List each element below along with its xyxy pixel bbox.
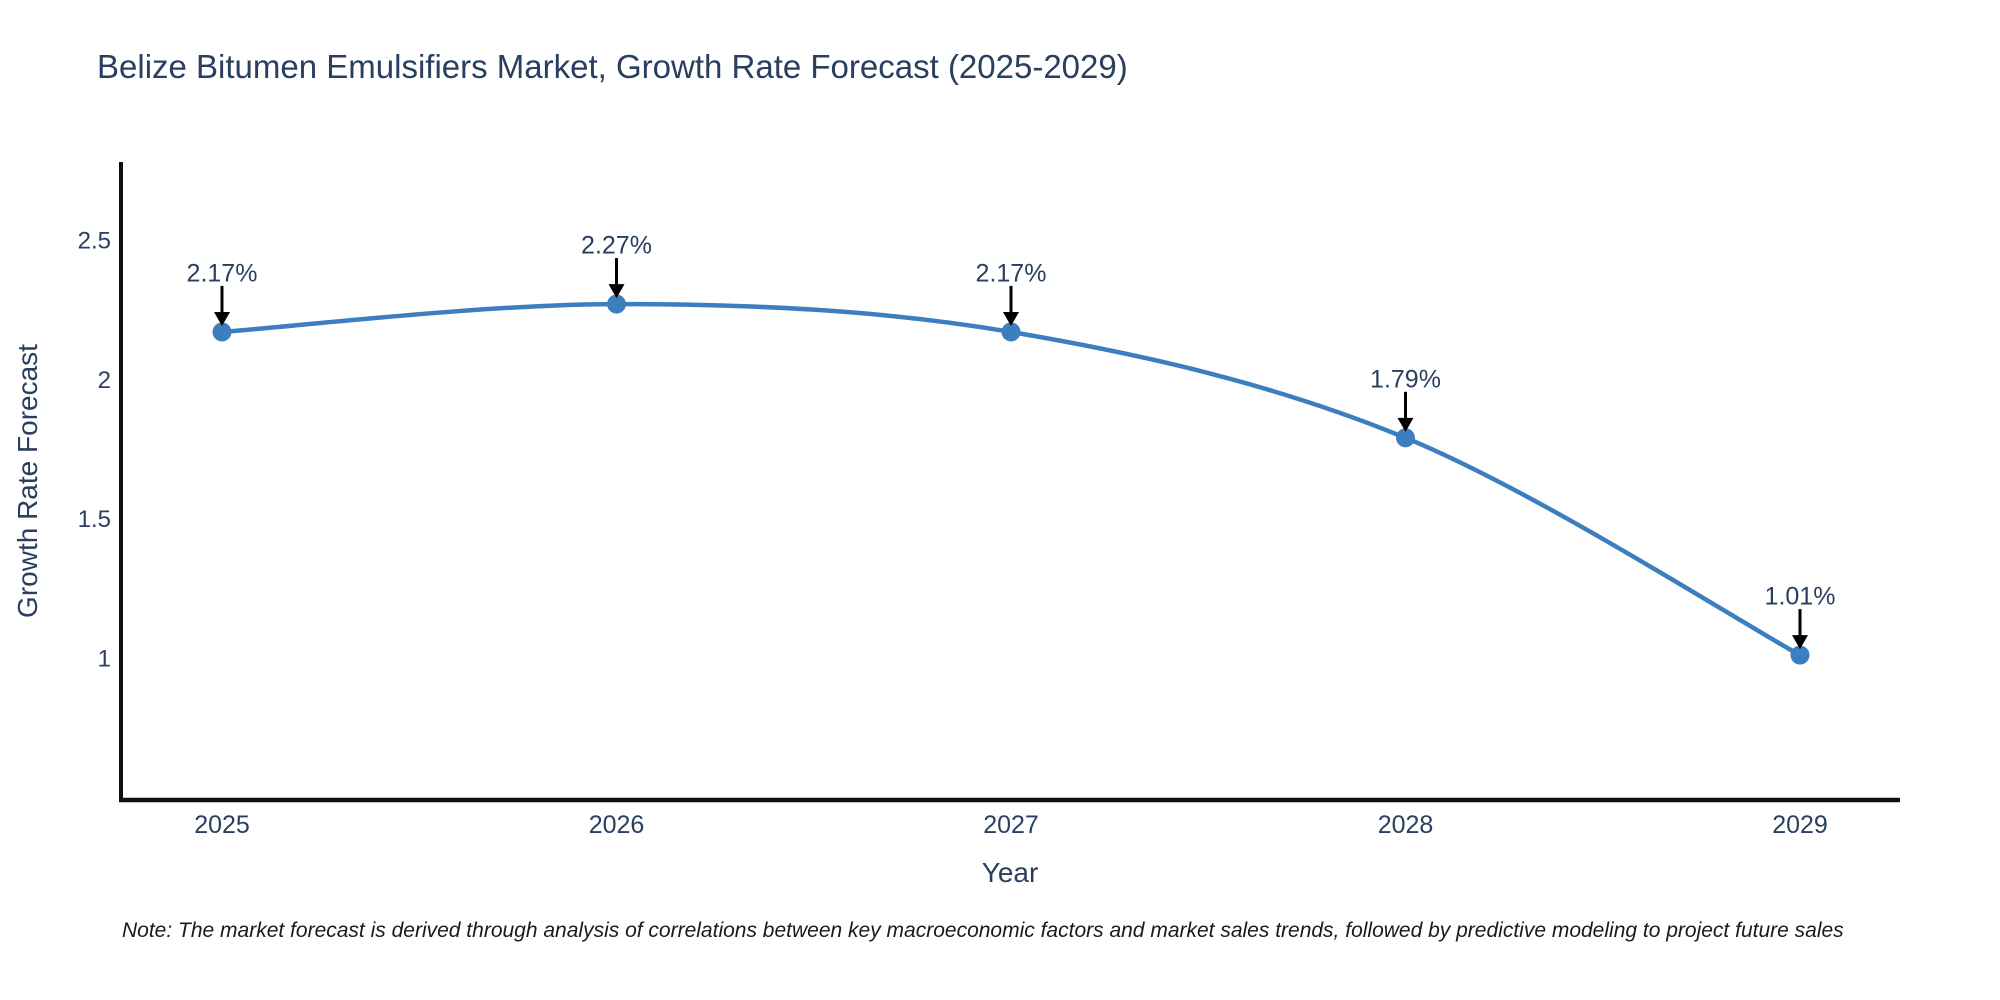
x-tick-label-2026: 2026	[589, 811, 645, 839]
point-label-2028: 1.79%	[1370, 365, 1441, 393]
point-label-2025: 2.17%	[187, 259, 258, 287]
y-tick-label-2: 2	[98, 367, 111, 394]
annotation-arrowhead-2025	[214, 311, 230, 326]
point-label-2027: 2.17%	[976, 259, 1047, 287]
y-axis-title: Growth Rate Forecast	[12, 344, 43, 618]
data-point-2028[interactable]	[1396, 428, 1415, 448]
annotation-arrowhead-2029	[1792, 635, 1808, 650]
x-tick-label-2029: 2029	[1772, 811, 1828, 839]
forecast-line	[219, 301, 1803, 658]
chart-title: Belize Bitumen Emulsifiers Market, Growt…	[97, 48, 1128, 85]
x-axis-title: Year	[981, 857, 1039, 888]
y-tick-label-2.5: 2.5	[78, 228, 111, 255]
point-label-2029: 1.01%	[1765, 583, 1836, 611]
data-point-2029[interactable]	[1790, 645, 1810, 665]
point-label-2026: 2.27%	[581, 232, 652, 260]
footnote: Note: The market forecast is derived thr…	[122, 919, 1844, 942]
y-tick-label-1: 1	[98, 645, 111, 672]
annotation-arrowhead-2028	[1397, 417, 1414, 432]
x-tick-label-2025: 2025	[194, 811, 250, 839]
data-point-2025[interactable]	[212, 322, 232, 342]
y-tick-label-1.5: 1.5	[78, 506, 111, 533]
data-point-2026[interactable]	[607, 294, 626, 314]
annotation-arrowhead-2027	[1003, 311, 1019, 326]
x-tick-label-2028: 2028	[1378, 811, 1434, 839]
data-point-2027[interactable]	[1001, 322, 1021, 342]
x-tick-label-2027: 2027	[983, 811, 1039, 839]
annotation-arrowhead-2026	[608, 284, 625, 299]
